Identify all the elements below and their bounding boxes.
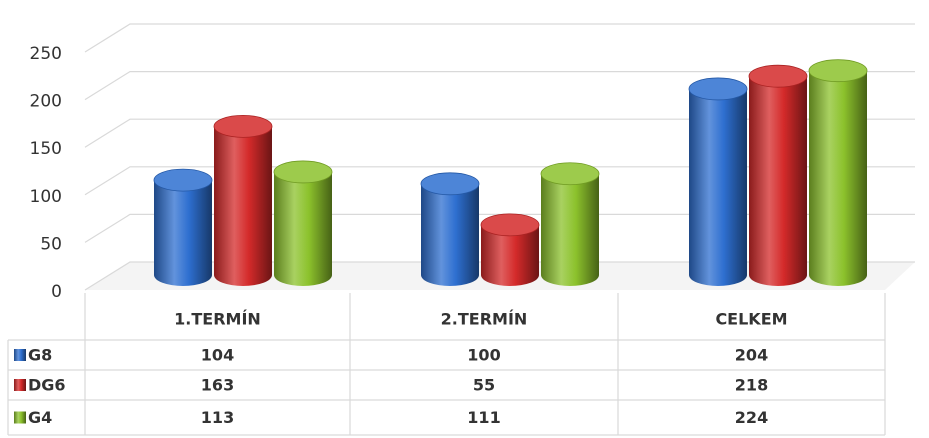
cylinder-top xyxy=(688,77,748,101)
table-value: 218 xyxy=(735,376,768,395)
legend-label: DG6 xyxy=(28,376,66,395)
table-value: 55 xyxy=(473,376,495,395)
cylinder xyxy=(420,172,480,286)
cylinder xyxy=(540,162,600,286)
cylinder-body xyxy=(154,180,212,286)
table-value: 224 xyxy=(735,408,768,427)
legend-label: G4 xyxy=(28,408,52,427)
cylinder-body xyxy=(214,126,272,287)
cylinder-top xyxy=(420,172,480,196)
cylinder-body xyxy=(481,224,539,286)
legend-label: G8 xyxy=(28,346,52,365)
grid-line xyxy=(84,166,915,196)
cylinder-top xyxy=(273,160,333,184)
grid-line xyxy=(84,71,915,101)
y-tick-label: 150 xyxy=(30,139,62,159)
cylinder-top xyxy=(153,168,213,192)
cylinder-top xyxy=(540,162,600,186)
y-tick-label: 0 xyxy=(51,282,62,302)
cylinder-top xyxy=(480,213,540,237)
legend-key xyxy=(14,411,26,424)
cylinder xyxy=(688,77,748,287)
grid-line xyxy=(84,23,915,53)
table-value: 111 xyxy=(467,408,500,427)
cylinder-body xyxy=(421,183,479,286)
y-tick-label: 200 xyxy=(30,92,62,112)
category-label: CELKEM xyxy=(715,310,787,329)
cylinder xyxy=(748,64,808,287)
category-label: 2.TERMÍN xyxy=(441,310,528,329)
legend-key xyxy=(14,349,26,361)
table-value: 104 xyxy=(201,346,234,365)
cylinder xyxy=(153,168,213,286)
grid-line xyxy=(84,261,915,291)
table-value: 100 xyxy=(467,346,500,365)
cylinder-body xyxy=(541,173,599,286)
legend-key xyxy=(14,379,26,391)
cylinder xyxy=(273,160,333,286)
cylinder xyxy=(480,213,540,286)
grid-line xyxy=(84,118,915,148)
cylinder-body xyxy=(809,70,867,286)
cylinder-body xyxy=(689,88,747,287)
cylinder-top xyxy=(808,59,868,83)
grid-line xyxy=(84,213,915,243)
y-tick-label: 250 xyxy=(30,44,62,64)
cylinder xyxy=(808,59,868,286)
cylinder-body xyxy=(274,171,332,286)
cylinder-body xyxy=(749,76,807,287)
category-label: 1.TERMÍN xyxy=(174,310,261,329)
cylinder-top xyxy=(748,64,808,88)
y-tick-label: 50 xyxy=(40,234,62,254)
table-value: 163 xyxy=(201,376,234,395)
cylinder-top xyxy=(213,114,273,138)
y-tick-label: 100 xyxy=(30,187,62,207)
cylinder xyxy=(213,114,273,287)
table-value: 113 xyxy=(201,408,234,427)
table-value: 204 xyxy=(735,346,768,365)
